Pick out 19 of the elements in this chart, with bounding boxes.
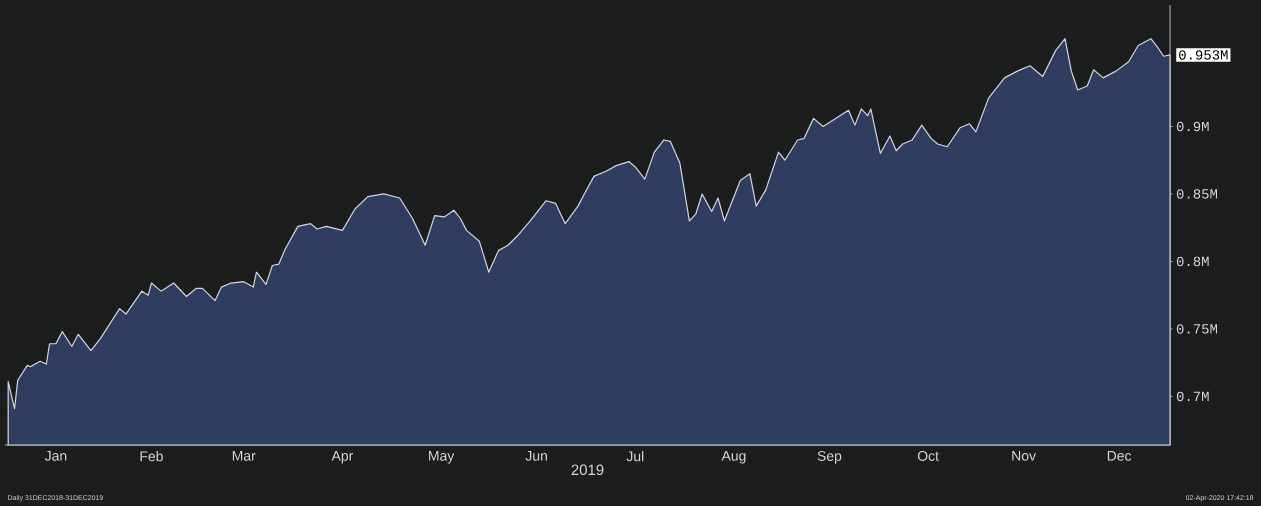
x-tick-label: Dec <box>1107 451 1132 461</box>
x-tick-label: Jul <box>626 451 644 462</box>
x-axis-title: 2019 <box>571 464 604 476</box>
x-tick-label: Feb <box>140 451 163 462</box>
x-tick-label: Sep <box>817 451 842 464</box>
annotation: 0.953M <box>1179 50 1228 60</box>
x-tick-label: Nov <box>1012 451 1036 461</box>
y-tick-label: 0.8M <box>1176 256 1209 267</box>
x-tick-label: Jun <box>525 451 547 461</box>
x-tick-label: May <box>429 451 455 464</box>
y-tick-label: 0.7M <box>1176 391 1209 402</box>
y-tick-label: 0.85M <box>1176 189 1218 199</box>
x-tick-label: Oct <box>917 451 939 461</box>
y-tick-label: 0.75M <box>1176 324 1218 334</box>
x-tick-label: Aug <box>721 451 746 464</box>
y-tick-label: 0.9M <box>1176 121 1209 132</box>
x-tick-label: Jan <box>44 451 67 461</box>
x-tick-label: Mar <box>232 451 256 461</box>
x-tick-label: Apr <box>331 451 354 464</box>
